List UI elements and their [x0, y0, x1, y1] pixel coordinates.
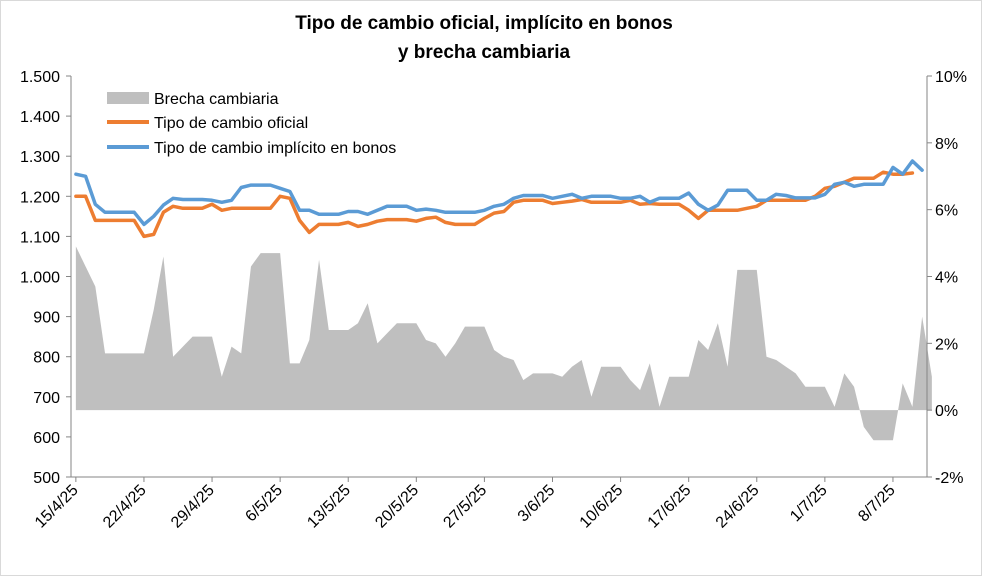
- right-tick-label: 10%: [935, 69, 967, 86]
- left-tick-label: 700: [33, 390, 60, 407]
- x-tick-label: 29/4/25: [168, 482, 218, 532]
- left-tick-label: 600: [33, 430, 60, 447]
- left-tick-label: 1.300: [20, 149, 60, 166]
- right-tick-label: 4%: [935, 270, 958, 287]
- x-tick-label: 13/5/25: [304, 482, 354, 532]
- left-tick-label: 1.400: [20, 109, 60, 126]
- chart-title-line-1: Tipo de cambio oficial, implícito en bon…: [295, 13, 673, 34]
- right-tick-label: 8%: [935, 136, 958, 153]
- series-line-tipo-cambio-oficial: [74, 170, 915, 239]
- left-tick-label: 1.200: [20, 189, 60, 206]
- series-line-tipo-cambio-implicito: [74, 159, 924, 227]
- x-tick-label: 3/6/25: [515, 482, 559, 526]
- series-area-brecha-cambiaria: [75, 246, 932, 441]
- left-tick-label: 500: [33, 470, 60, 487]
- left-tick-label: 1.500: [20, 69, 60, 86]
- x-tick-label: 20/5/25: [372, 482, 422, 532]
- legend-label-implicito: Tipo de cambio implícito en bonos: [154, 140, 396, 157]
- right-tick-label: -2%: [935, 470, 963, 487]
- x-tick-label: 10/6/25: [577, 482, 627, 532]
- right-tick-label: 0%: [935, 403, 958, 420]
- right-tick-label: 6%: [935, 203, 958, 220]
- x-tick-label: 15/4/25: [32, 482, 82, 532]
- left-tick-label: 1.000: [20, 270, 60, 287]
- x-tick-label: 22/4/25: [100, 482, 150, 532]
- legend-label-brecha: Brecha cambiaria: [154, 91, 279, 108]
- chart-title-line-2: y brecha cambiaria: [398, 42, 571, 63]
- legend-swatch-brecha: [107, 92, 149, 104]
- line-series-layer: [74, 159, 924, 239]
- x-tick-label: 6/5/25: [242, 482, 286, 526]
- left-tick-label: 800: [33, 350, 60, 367]
- x-tick-label: 27/5/25: [440, 482, 490, 532]
- legend: Brecha cambiaria Tipo de cambio oficial …: [107, 91, 396, 157]
- x-tick-label: 24/6/25: [713, 482, 763, 532]
- right-tick-label: 2%: [935, 336, 958, 353]
- left-tick-label: 900: [33, 310, 60, 327]
- x-tick-label: 1/7/25: [787, 482, 831, 526]
- x-tick-label: 8/7/25: [855, 482, 899, 526]
- left-tick-label: 1.100: [20, 229, 60, 246]
- legend-label-oficial: Tipo de cambio oficial: [154, 115, 308, 132]
- x-tick-label: 17/6/25: [645, 482, 695, 532]
- brecha-area-layer: [75, 246, 932, 441]
